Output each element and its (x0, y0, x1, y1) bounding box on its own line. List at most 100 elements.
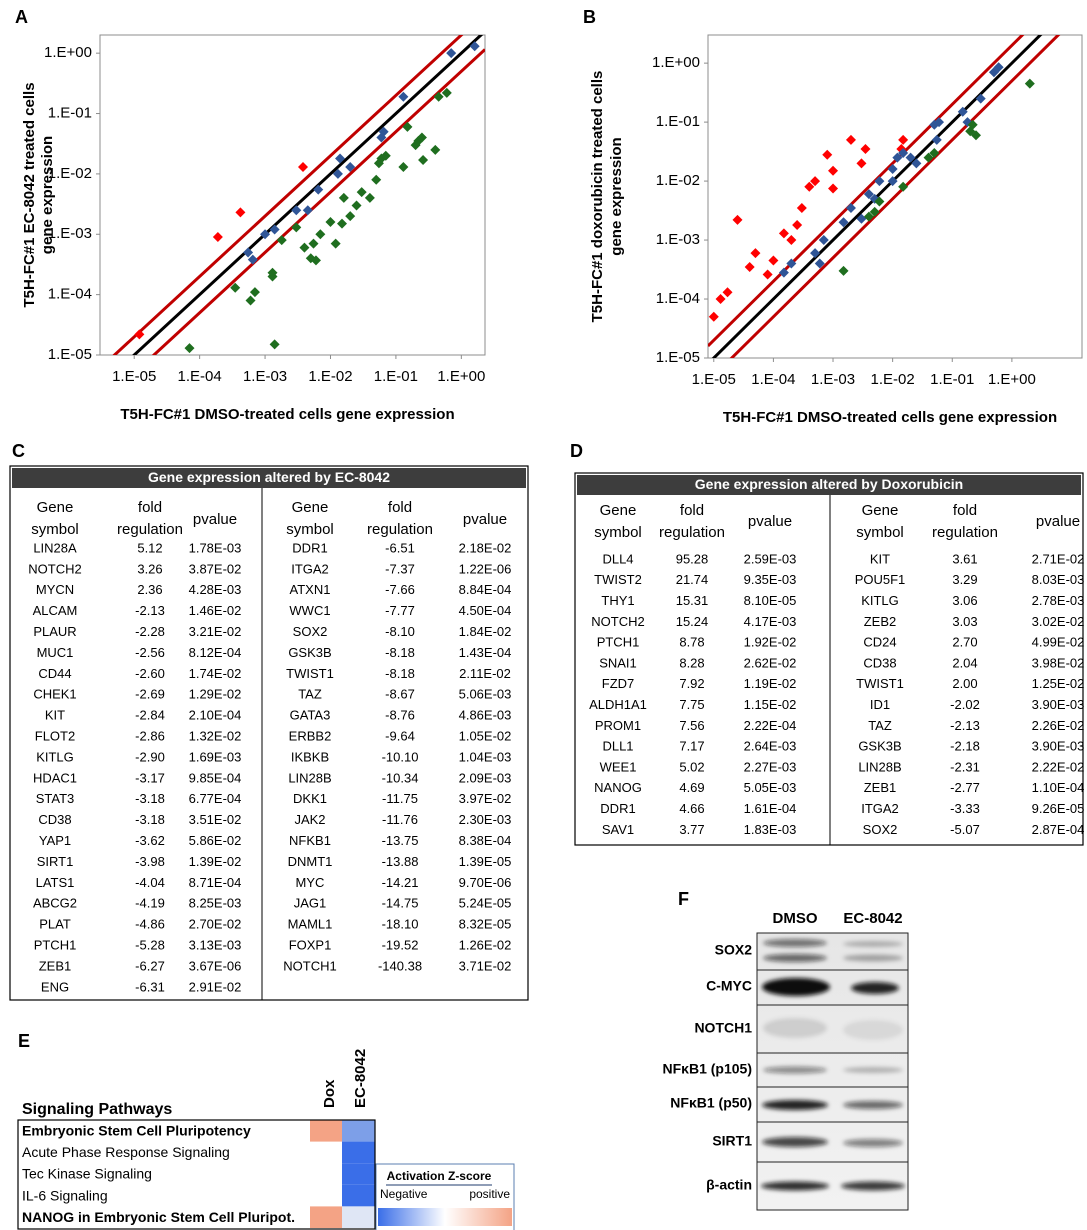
point (339, 193, 349, 203)
y-tick-label: 1.E-02 (656, 172, 700, 189)
y-tick-label: 1.E-01 (656, 113, 700, 130)
heat-cell (342, 1142, 375, 1164)
column-header: symbol (594, 524, 642, 541)
p-value: 9.70E-06 (459, 875, 512, 890)
gene-symbol: ATXN1 (290, 582, 331, 597)
fold-regulation: -13.75 (382, 833, 419, 848)
fold-regulation: -3.18 (135, 812, 165, 827)
fold-line (100, 13, 485, 368)
p-value: 3.71E-02 (459, 958, 512, 973)
p-value: 8.84E-04 (459, 582, 512, 597)
column-header: symbol (286, 521, 334, 538)
gene-symbol: NFKB1 (289, 833, 331, 848)
band (762, 1137, 828, 1147)
x-tick-label: 1.E-03 (811, 371, 855, 388)
protein-label: SOX2 (715, 942, 753, 958)
p-value: 1.25E-02 (1032, 676, 1085, 691)
x-tick-label: 1.E-05 (692, 371, 736, 388)
panel-label: F (678, 889, 689, 909)
point (810, 248, 820, 258)
y-tick-label: 1.E-05 (48, 346, 92, 363)
fold-regulation: 4.69 (679, 780, 704, 795)
y-axis-title: gene expression (39, 136, 56, 254)
gene-symbol: PLAUR (33, 624, 76, 639)
p-value: 3.98E-02 (1032, 655, 1085, 670)
gene-symbol: SAV1 (602, 822, 634, 837)
point (213, 232, 223, 242)
heat-cell (342, 1163, 375, 1185)
fold-regulation: -3.98 (135, 854, 165, 869)
x-tick-label: 1.E-04 (178, 368, 222, 385)
fold-regulation: 7.17 (679, 739, 704, 754)
gene-symbol: WWC1 (289, 603, 330, 618)
fold-regulation: -10.34 (382, 770, 419, 785)
gene-symbol: DDR1 (292, 540, 327, 555)
fold-regulation: 3.06 (952, 593, 977, 608)
p-value: 8.03E-03 (1032, 572, 1085, 587)
gene-symbol: SIRT1 (37, 854, 74, 869)
point (763, 270, 773, 280)
column-header: Gene (862, 502, 899, 519)
point (277, 235, 287, 245)
p-value: 1.39E-02 (189, 854, 242, 869)
p-value: 2.18E-02 (459, 540, 512, 555)
legend-label: positive (469, 1187, 510, 1201)
column-header: regulation (932, 524, 998, 541)
point (250, 287, 260, 297)
p-value: 4.28E-03 (189, 582, 242, 597)
fold-regulation: -8.10 (385, 624, 415, 639)
fold-regulation: -6.27 (135, 958, 165, 973)
gene-symbol: ITGA2 (861, 801, 899, 816)
column-header: fold (953, 502, 977, 519)
fold-regulation: 7.92 (679, 676, 704, 691)
legend-gradient (378, 1208, 512, 1226)
gene-symbol: NANOG (594, 780, 642, 795)
fold-regulation: -19.52 (382, 938, 419, 953)
fold-regulation: -2.13 (950, 718, 980, 733)
fold-regulation: 95.28 (676, 551, 709, 566)
point (856, 158, 866, 168)
gene-symbol: GSK3B (858, 739, 901, 754)
fold-regulation: -4.86 (135, 917, 165, 932)
gene-symbol: DLL4 (602, 551, 633, 566)
band (762, 978, 830, 996)
fold-regulation: -2.69 (135, 687, 165, 702)
lane-label: DMSO (773, 910, 818, 927)
p-value: 1.39E-05 (459, 854, 512, 869)
fold-regulation: -2.28 (135, 624, 165, 639)
x-tick-label: 1.E-03 (243, 368, 287, 385)
p-value: 5.86E-02 (189, 833, 242, 848)
plot-content (708, 0, 1082, 381)
protein-label: NOTCH1 (694, 1020, 752, 1036)
gene-symbol: PLAT (39, 917, 71, 932)
gene-symbol: THY1 (601, 593, 634, 608)
point (828, 166, 838, 176)
pathway-label: IL-6 Signaling (22, 1187, 108, 1203)
x-axis-title: T5H-FC#1 DMSO-treated cells gene express… (723, 409, 1057, 426)
fold-regulation: 2.70 (952, 635, 977, 650)
band (843, 955, 903, 962)
fold-regulation: -2.13 (135, 603, 165, 618)
column-header: Gene (37, 499, 74, 516)
p-value: 4.86E-03 (459, 708, 512, 723)
column-header: fold (388, 499, 412, 516)
point (768, 256, 778, 266)
point (331, 239, 341, 249)
p-value: 9.26E-05 (1032, 801, 1085, 816)
fold-regulation: -10.10 (382, 749, 419, 764)
x-tick-label: 1.E-02 (308, 368, 352, 385)
y-tick-label: 1.E-04 (656, 290, 700, 307)
fold-regulation: -9.64 (385, 729, 415, 744)
gene-symbol: GSK3B (288, 645, 331, 660)
point (345, 211, 355, 221)
gene-symbol: STAT3 (36, 791, 75, 806)
p-value: 4.99E-02 (1032, 635, 1085, 650)
heat-cell (342, 1120, 375, 1142)
fold-regulation: 3.26 (137, 561, 162, 576)
column-header: pvalue (463, 511, 507, 528)
fold-regulation: -2.84 (135, 708, 165, 723)
p-value: 8.38E-04 (459, 833, 512, 848)
band (762, 1100, 828, 1110)
fold-regulation: 15.31 (676, 593, 709, 608)
gene-symbol: CD38 (38, 812, 71, 827)
